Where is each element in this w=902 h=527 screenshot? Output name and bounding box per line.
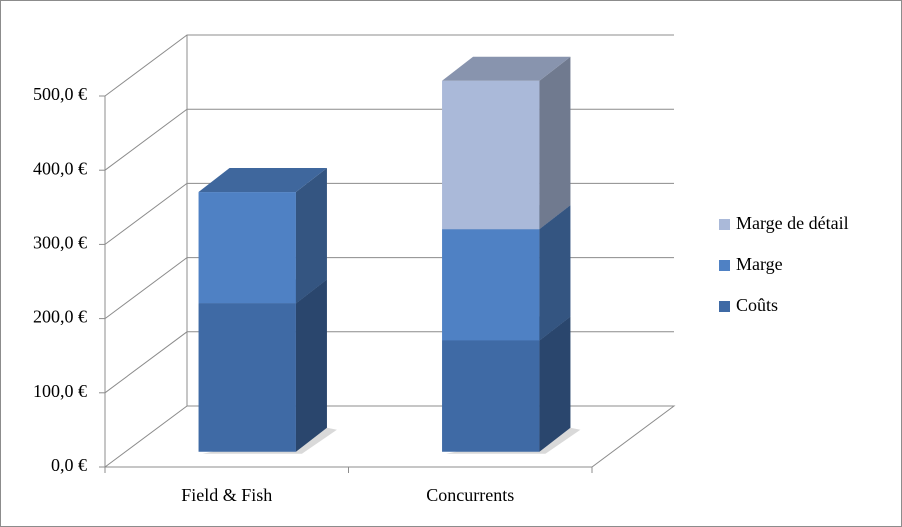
floor <box>104 405 676 468</box>
legend-label: Coûts <box>736 295 778 315</box>
y-tick-label: 500,0 € <box>33 84 87 104</box>
bar-front <box>442 340 540 452</box>
bar-side <box>539 205 571 341</box>
bar-side <box>295 168 327 304</box>
bar-segment <box>198 279 327 452</box>
x-tick-label: Concurrents <box>426 485 514 505</box>
bar-side <box>539 56 571 230</box>
bar-top <box>442 56 571 81</box>
bar-segment <box>442 56 571 230</box>
bar-side <box>539 316 571 452</box>
legend-swatch <box>719 219 730 230</box>
y-tick-label: 400,0 € <box>33 158 87 178</box>
bar-front <box>198 192 296 304</box>
y-tick-label: 200,0 € <box>33 307 87 327</box>
x-tick-label: Field & Fish <box>181 485 272 505</box>
y-tick-label: 0,0 € <box>51 455 87 475</box>
y-tick-label: 100,0 € <box>33 381 87 401</box>
bar-front <box>442 229 540 341</box>
y-tick-label: 300,0 € <box>33 233 87 253</box>
legend-label: Marge <box>736 254 783 274</box>
bar-segment <box>198 168 327 304</box>
grid-line <box>104 34 674 97</box>
legend-label: Marge de détail <box>736 213 849 233</box>
bar-front <box>198 303 296 452</box>
bar-side <box>295 279 327 452</box>
legend-swatch <box>719 301 730 312</box>
bar-top <box>198 168 327 193</box>
bar-front <box>442 80 540 230</box>
legend-swatch <box>719 260 730 271</box>
